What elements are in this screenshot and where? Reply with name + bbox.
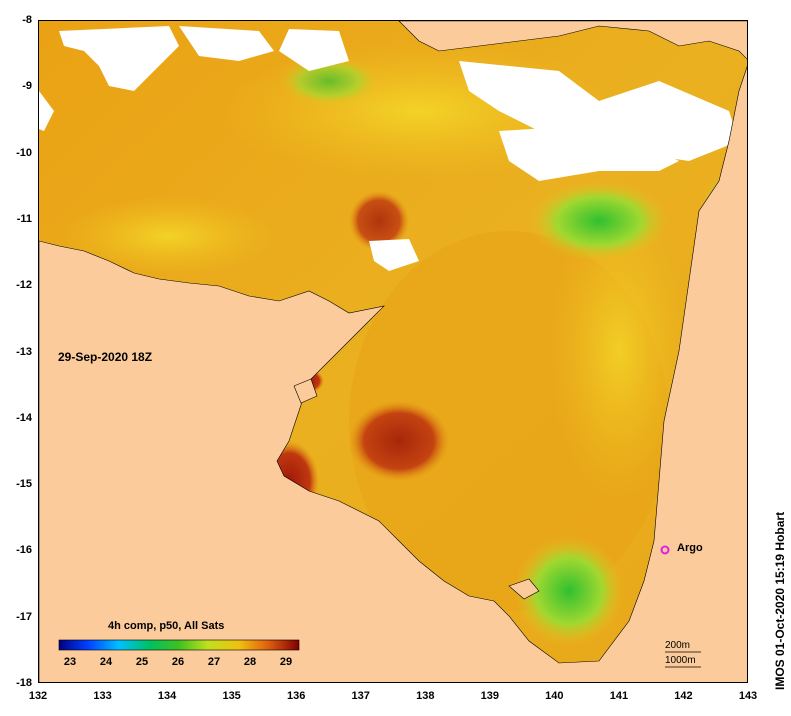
y-tick-label: -14: [16, 411, 32, 424]
scale-label-top: 200m: [665, 640, 691, 651]
cloud-area-north-east: [459, 61, 739, 161]
x-tick-label: 140: [545, 690, 564, 702]
cloud-area-north: [179, 26, 274, 61]
y-tick-label: -8: [22, 14, 32, 26]
argo-label: Argo: [677, 542, 703, 554]
x-tick-label: 138: [416, 690, 435, 702]
scale-label-bottom: 1000m: [665, 655, 696, 666]
x-tick-label: 137: [351, 690, 370, 702]
y-tick-label: -9: [22, 80, 32, 93]
date-label: 29-Sep-2020 18Z: [58, 350, 153, 364]
yellow-zone-east: [549, 201, 689, 501]
cool-patch-south-east: [514, 536, 624, 646]
argo-marker: [660, 545, 670, 555]
colorbar-tick-label: 23: [63, 656, 77, 668]
y-tick-label: -11: [16, 212, 32, 225]
y-tick-label: -16: [16, 544, 32, 557]
colorbar-tick-label: 27: [207, 656, 221, 668]
x-tick-label: 143: [738, 690, 758, 702]
colorbar-tick-label: 28: [243, 656, 257, 668]
colorbar-tick-label: 26: [171, 656, 185, 668]
cool-patch-north-east: [529, 181, 669, 261]
colorbar-tick-label: 24: [99, 656, 113, 668]
x-tick-label: 141: [609, 690, 629, 702]
cloud-area-east: [499, 126, 679, 181]
x-tick-label: 132: [28, 690, 48, 702]
colorbar-tick-label: 25: [135, 656, 149, 668]
cool-patch-north: [279, 56, 379, 106]
cloud-area-central: [369, 239, 419, 271]
island-groote: [293, 378, 318, 404]
colorbar-tick-label: 29: [279, 656, 293, 668]
yellow-zone-west: [59, 196, 279, 276]
land-top-end: [39, 66, 747, 682]
sst-map: [38, 20, 748, 683]
x-tick-label: 133: [93, 690, 112, 702]
credit-label: IMOS 01-Oct-2020 15:19 Hobart: [773, 511, 787, 690]
sst-map-canvas: [39, 21, 747, 682]
colorbar-gradient: [58, 639, 300, 651]
x-tick-label: 136: [286, 690, 306, 702]
y-tick-label: -15: [16, 478, 32, 491]
land-new-guinea: [398, 21, 747, 60]
y-tick-label: -18: [16, 677, 32, 689]
hot-patch-central: [349, 401, 449, 481]
x-tick-label: 139: [480, 690, 499, 702]
x-tick-label: 142: [674, 690, 693, 702]
x-tick-label: 134: [157, 690, 177, 702]
cloud-area-west: [39, 91, 54, 131]
x-tick-label: 135: [222, 690, 241, 702]
y-tick-label: -17: [16, 610, 32, 623]
cloud-area-north-west: [59, 26, 179, 91]
y-tick-label: -12: [16, 279, 32, 292]
cloud-area-north-2: [279, 29, 349, 71]
y-tick-label: -13: [16, 345, 32, 358]
y-tick-label: -10: [16, 146, 32, 159]
colorbar-title: 4h comp, p50, All Sats: [108, 620, 225, 632]
island-wellesley: [508, 578, 540, 600]
hot-patch-north: [349, 191, 409, 251]
